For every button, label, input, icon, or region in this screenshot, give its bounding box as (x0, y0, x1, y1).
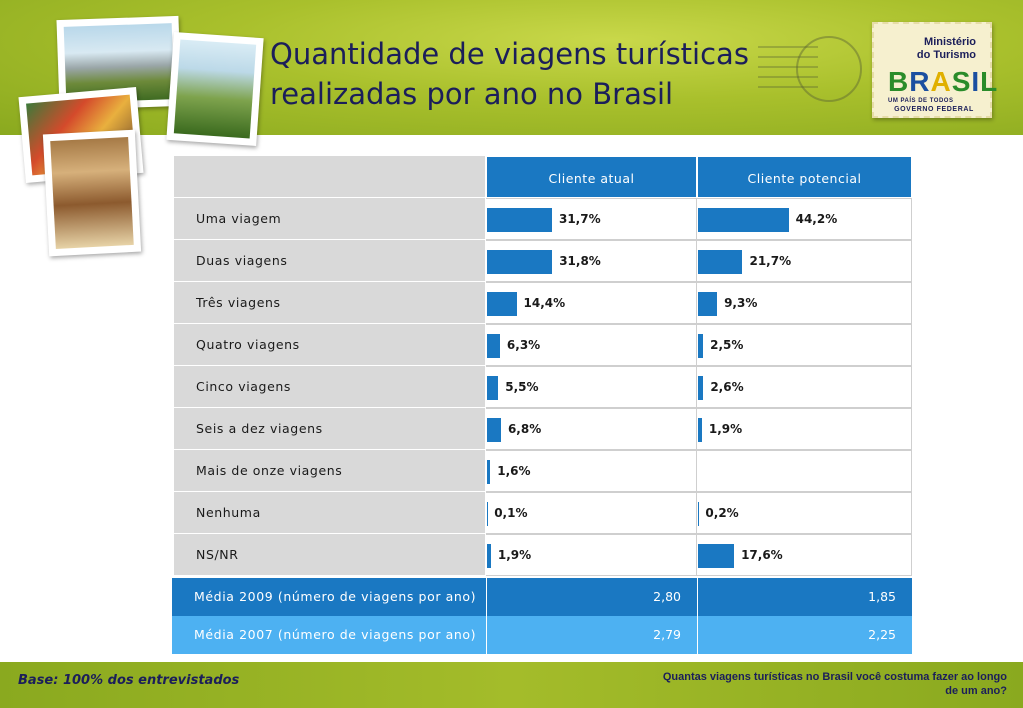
data-label: 1,9% (708, 422, 743, 436)
bar-atual (487, 334, 500, 358)
logo-ministry-line1: Ministério (924, 36, 976, 48)
bar-atual (487, 418, 501, 442)
table-row: Seis a dez viagens 6,8% 1,9% (174, 408, 912, 450)
data-label: 31,7% (558, 212, 601, 226)
summary-value: 2,79 (653, 627, 681, 642)
table-row: Quatro viagens 6,3% 2,5% (174, 324, 912, 366)
category-label: Mais de onze viagens (196, 463, 343, 478)
category-label: Duas viagens (196, 253, 288, 268)
bar-atual (487, 460, 491, 484)
column-header-potencial-label: Cliente potencial (747, 171, 862, 186)
table-row: Cinco viagens 5,5% 2,6% (174, 366, 912, 408)
summary-label: Média 2007 (número de viagens por ano) (194, 627, 477, 642)
data-label: 44,2% (795, 212, 838, 226)
ministry-logo: Ministério do Turismo BRASIL UM PAÍS DE T… (872, 22, 997, 118)
bar-potencial (698, 292, 718, 316)
summary-value: 2,80 (653, 589, 681, 604)
table-row: Mais de onze viagens 1,6% (174, 450, 912, 492)
data-label: 1,6% (497, 464, 531, 478)
category-label: Uma viagem (196, 211, 282, 226)
bar-potencial (698, 376, 704, 400)
base-note: Base: 100% dos entrevistados (18, 673, 240, 688)
data-label: 21,7% (749, 254, 792, 268)
table-row: Duas viagens 31,8% 21,7% (174, 240, 912, 282)
bar-potencial (698, 544, 735, 568)
bar-atual (487, 250, 553, 274)
photo-market (42, 129, 142, 257)
table-row: NS/NR 1,9% 17,6% (174, 534, 912, 576)
logo-ministry-line2: do Turismo (916, 49, 976, 61)
column-header-atual: Cliente atual (486, 156, 697, 198)
logo-tagline: UM PAÍS DE TODOS (888, 98, 954, 104)
summary-row: Média 2007 (número de viagens por ano) 2,… (172, 616, 912, 654)
logo-government: GOVERNO FEDERAL (894, 106, 974, 113)
category-label: NS/NR (196, 547, 239, 562)
data-label: 2,5% (710, 338, 744, 352)
bar-potencial (698, 208, 789, 232)
bar-atual (487, 376, 499, 400)
category-label: Quatro viagens (196, 337, 300, 352)
summary-value: 1,85 (868, 589, 896, 604)
data-label: 0,1% (494, 506, 528, 520)
data-label: 2,6% (710, 380, 744, 394)
table-row: Nenhuma 0,1% 0,2% (174, 492, 912, 534)
data-label: 6,8% (507, 422, 542, 436)
survey-question: Quantas viagens turísticas no Brasil voc… (662, 671, 1007, 697)
data-label: 1,9% (497, 548, 532, 562)
summary-row: Média 2009 (número de viagens por ano) 2,… (172, 578, 912, 616)
table-row: Uma viagem 31,7% 44,2% (174, 198, 912, 240)
column-header-potencial: Cliente potencial (697, 156, 912, 198)
logo-brand: BRASIL (888, 66, 999, 97)
bar-atual (487, 544, 491, 568)
column-header-atual-label: Cliente atual (548, 171, 635, 186)
category-label: Cinco viagens (196, 379, 292, 394)
bar-potencial (698, 418, 702, 442)
data-label: 0,2% (705, 506, 739, 520)
data-label: 5,5% (505, 380, 539, 394)
category-label: Nenhuma (196, 505, 261, 520)
data-label: 9,3% (724, 296, 758, 310)
page-title: Quantidade de viagens turísticas realiza… (270, 37, 749, 111)
data-label: 31,8% (559, 254, 601, 268)
bar-atual (487, 208, 552, 232)
table-row: Três viagens 14,4% 9,3% (174, 282, 912, 324)
table-header-row: Cliente atual Cliente potencial (174, 156, 912, 198)
data-label: 6,3% (506, 338, 541, 352)
category-label: Três viagens (196, 295, 281, 310)
bar-potencial (698, 250, 743, 274)
data-label: 17,6% (741, 548, 783, 562)
summary-label: Média 2009 (número de viagens por ano) (194, 589, 477, 604)
postmark-stamp (758, 32, 878, 104)
photo-landscape (166, 31, 264, 147)
summary-value: 2,25 (868, 627, 896, 642)
data-label: 14,4% (523, 296, 566, 310)
bar-potencial (698, 334, 704, 358)
footer-band (0, 662, 1023, 708)
category-label: Seis a dez viagens (196, 421, 323, 436)
bar-atual (487, 292, 517, 316)
